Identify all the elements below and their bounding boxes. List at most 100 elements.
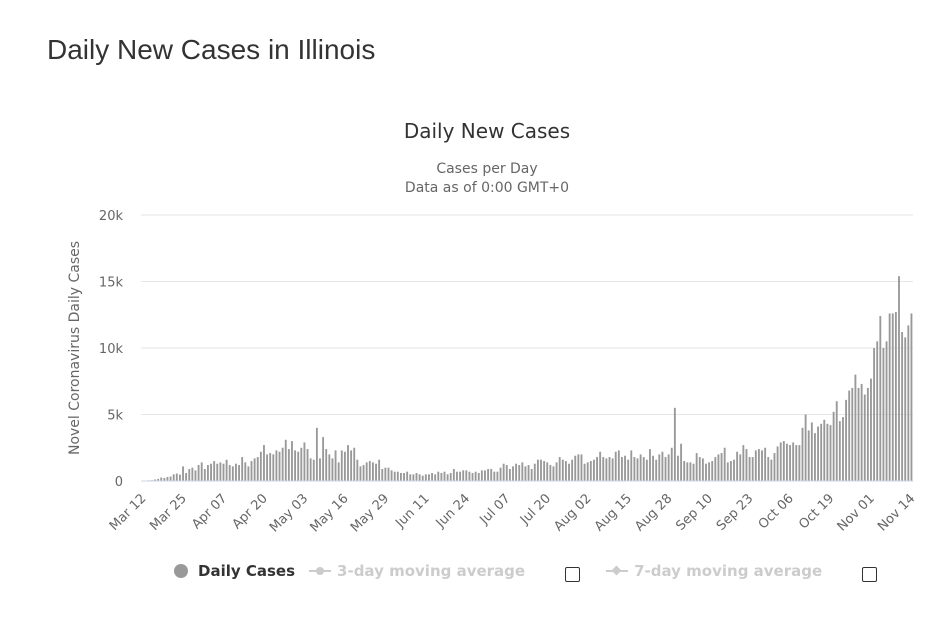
- bar[interactable]: [630, 450, 633, 481]
- bar[interactable]: [182, 466, 184, 481]
- bar[interactable]: [228, 465, 231, 481]
- bar[interactable]: [885, 341, 888, 481]
- bar[interactable]: [661, 451, 664, 481]
- bar[interactable]: [160, 477, 163, 481]
- bar[interactable]: [876, 341, 879, 481]
- bar[interactable]: [882, 348, 885, 481]
- bar[interactable]: [530, 469, 533, 481]
- bar[interactable]: [789, 445, 791, 481]
- bar[interactable]: [203, 469, 206, 481]
- bar[interactable]: [371, 462, 374, 481]
- bar[interactable]: [499, 467, 502, 481]
- bar[interactable]: [300, 447, 303, 481]
- bar[interactable]: [256, 457, 259, 481]
- bar[interactable]: [347, 445, 349, 481]
- bar[interactable]: [428, 474, 430, 481]
- bar[interactable]: [633, 457, 636, 481]
- bar[interactable]: [334, 450, 337, 481]
- bar[interactable]: [381, 469, 384, 481]
- bar[interactable]: [213, 461, 216, 481]
- bar[interactable]: [390, 470, 393, 481]
- bar[interactable]: [642, 457, 645, 481]
- bar[interactable]: [518, 465, 521, 481]
- bar[interactable]: [835, 401, 838, 481]
- bar[interactable]: [343, 451, 346, 481]
- bar[interactable]: [599, 451, 602, 481]
- bar[interactable]: [459, 471, 462, 481]
- bar[interactable]: [359, 466, 362, 481]
- bar[interactable]: [589, 461, 592, 481]
- bar[interactable]: [564, 461, 567, 481]
- bar[interactable]: [312, 459, 315, 481]
- bar[interactable]: [166, 477, 169, 481]
- legend-item-daily-cases[interactable]: Daily Cases: [170, 562, 295, 580]
- bar[interactable]: [362, 465, 365, 481]
- bar[interactable]: [901, 332, 904, 481]
- bar[interactable]: [614, 451, 617, 481]
- bar[interactable]: [898, 276, 900, 481]
- bar[interactable]: [543, 461, 546, 481]
- bar[interactable]: [723, 447, 726, 481]
- bar[interactable]: [605, 458, 608, 481]
- bar[interactable]: [667, 454, 670, 481]
- bar[interactable]: [742, 445, 745, 481]
- bar[interactable]: [814, 433, 816, 481]
- bar[interactable]: [798, 445, 801, 481]
- bar[interactable]: [185, 473, 188, 481]
- bar[interactable]: [200, 462, 203, 481]
- bar[interactable]: [677, 455, 679, 481]
- bar[interactable]: [761, 450, 763, 481]
- legend-item-3-day-average[interactable]: 3-day moving average: [309, 562, 525, 580]
- checkbox-7-day-average[interactable]: [862, 566, 878, 582]
- bar[interactable]: [586, 462, 589, 481]
- bar[interactable]: [241, 457, 244, 481]
- bar[interactable]: [163, 477, 166, 481]
- bar[interactable]: [253, 458, 256, 481]
- bar[interactable]: [527, 465, 530, 481]
- bar[interactable]: [272, 454, 275, 481]
- bar[interactable]: [490, 469, 493, 481]
- bar[interactable]: [546, 462, 549, 481]
- bar[interactable]: [157, 478, 160, 481]
- bar[interactable]: [191, 467, 194, 481]
- bar[interactable]: [574, 455, 577, 481]
- bar[interactable]: [309, 458, 312, 481]
- bar[interactable]: [297, 451, 300, 481]
- bar[interactable]: [708, 462, 711, 481]
- bar[interactable]: [670, 447, 673, 481]
- bar[interactable]: [639, 454, 642, 481]
- bar[interactable]: [281, 447, 284, 481]
- bar[interactable]: [649, 449, 651, 481]
- bar[interactable]: [770, 459, 773, 481]
- bar[interactable]: [275, 450, 278, 481]
- bar[interactable]: [891, 313, 894, 481]
- bar[interactable]: [857, 387, 860, 481]
- bar[interactable]: [325, 449, 328, 481]
- bar[interactable]: [910, 313, 913, 481]
- legend-item-7-day-average[interactable]: 7-day moving average: [606, 562, 822, 580]
- bar[interactable]: [652, 455, 655, 481]
- bar[interactable]: [328, 454, 331, 481]
- bar[interactable]: [235, 463, 237, 481]
- bar[interactable]: [340, 450, 343, 481]
- bar[interactable]: [680, 443, 683, 481]
- bar[interactable]: [440, 473, 443, 481]
- bar[interactable]: [904, 337, 907, 481]
- bar[interactable]: [845, 399, 848, 481]
- bar[interactable]: [717, 454, 720, 481]
- bar[interactable]: [860, 383, 863, 481]
- bar[interactable]: [477, 473, 480, 481]
- bar[interactable]: [711, 461, 714, 481]
- bar[interactable]: [368, 461, 371, 481]
- bar[interactable]: [294, 450, 297, 481]
- bar[interactable]: [291, 441, 293, 481]
- bar[interactable]: [406, 471, 409, 481]
- bar[interactable]: [894, 312, 897, 481]
- bar[interactable]: [683, 461, 686, 481]
- bar[interactable]: [698, 457, 701, 481]
- bar[interactable]: [496, 471, 499, 481]
- bar[interactable]: [206, 465, 209, 481]
- bar[interactable]: [337, 462, 340, 481]
- bar[interactable]: [471, 473, 474, 481]
- bar[interactable]: [515, 463, 518, 481]
